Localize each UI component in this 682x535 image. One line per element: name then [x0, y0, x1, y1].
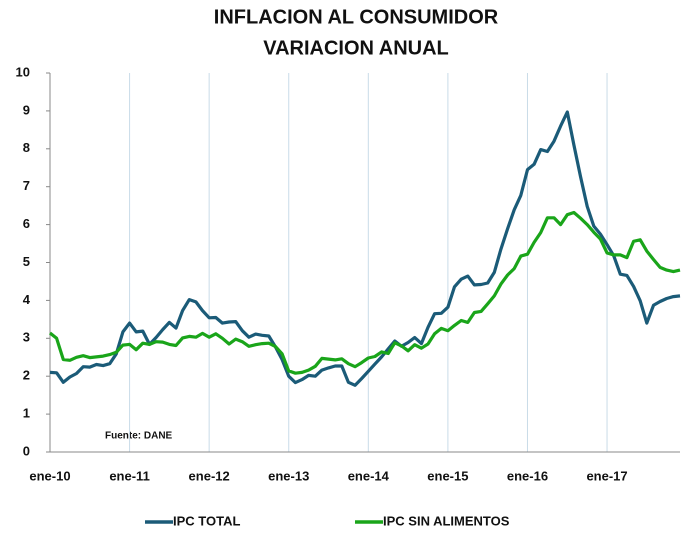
series-line: [49, 110, 681, 387]
x-tick-label: ene-16: [507, 468, 548, 483]
y-tick-label: 5: [23, 254, 30, 269]
y-tick-label: 2: [23, 368, 30, 383]
x-tick-label: ene-12: [189, 468, 230, 483]
legend-label: IPC SIN ALIMENTOS: [383, 513, 510, 528]
y-tick-label: 9: [23, 102, 30, 117]
legend-label: IPC TOTAL: [173, 513, 240, 528]
y-tick-label: 0: [23, 443, 30, 458]
y-tick-label: 8: [23, 140, 30, 155]
chart-title: VARIACION ANUAL: [263, 37, 449, 59]
series-line: [48, 210, 681, 375]
y-tick-label: 4: [23, 292, 31, 307]
y-tick-label: 1: [23, 406, 30, 421]
x-tick-label: ene-14: [348, 468, 390, 483]
x-tick-label: ene-11: [109, 468, 149, 483]
y-tick-label: 6: [23, 216, 30, 231]
annotation: Fuente: DANE: [105, 431, 173, 442]
x-tick-label: ene-17: [586, 468, 627, 483]
chart-title: INFLACION AL CONSUMIDOR: [214, 6, 499, 28]
x-tick-label: ene-13: [268, 468, 309, 483]
y-tick-label: 7: [23, 178, 30, 193]
x-tick-label: ene-15: [427, 468, 468, 483]
y-tick-label: 3: [23, 330, 30, 345]
y-tick-label: 10: [16, 64, 30, 79]
x-tick-label: ene-10: [29, 468, 70, 483]
